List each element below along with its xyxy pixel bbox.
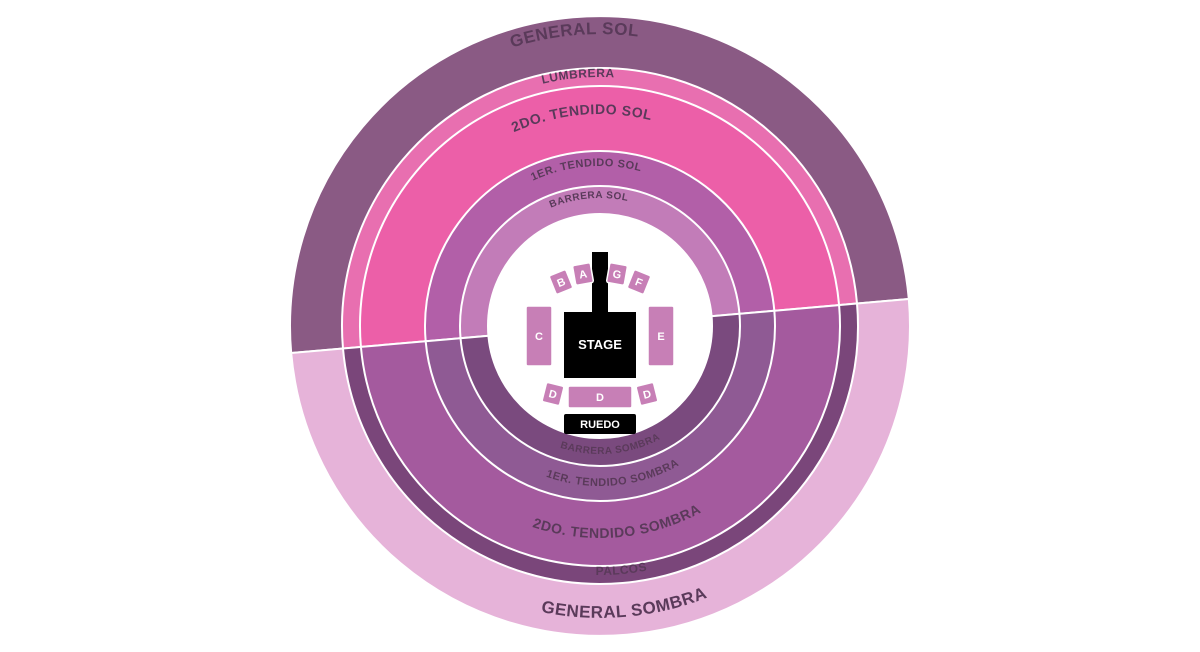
block-Dc-label: D xyxy=(596,392,604,404)
ruedo-label: RUEDO xyxy=(580,419,620,431)
block-E-label: E xyxy=(657,331,664,343)
block-A[interactable]: A xyxy=(572,263,593,286)
block-G[interactable]: G xyxy=(606,263,627,286)
block-C-label: C xyxy=(535,331,543,343)
block-Dl[interactable]: D xyxy=(542,382,564,406)
stage-label: STAGE xyxy=(578,337,622,352)
seating-map: GENERAL SOLGENERAL SOMBRALUMBRERAPALCOS2… xyxy=(0,0,1200,652)
stage-catwalk xyxy=(592,252,608,318)
block-E[interactable]: E xyxy=(648,306,674,366)
block-C[interactable]: C xyxy=(526,306,552,366)
block-Dc[interactable]: D xyxy=(568,386,632,408)
block-Dr[interactable]: D xyxy=(636,382,658,406)
